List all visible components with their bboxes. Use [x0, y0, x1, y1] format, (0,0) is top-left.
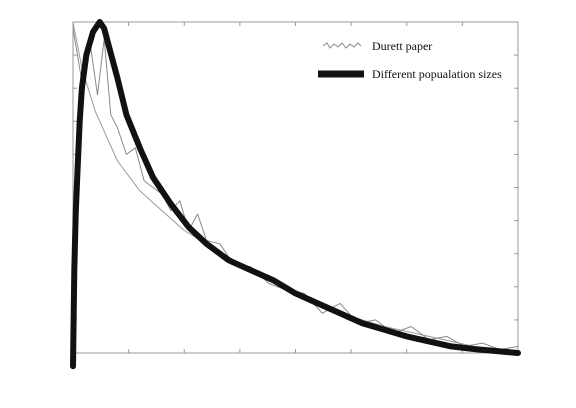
series-layer	[70, 19, 521, 370]
series-line-different-population-sizes	[70, 19, 521, 370]
legend-label-durett-paper: Durett paper	[372, 39, 432, 53]
series-line-durett-paper	[72, 28, 519, 351]
legend: Durett paper Different popualation sizes	[318, 39, 502, 81]
legend-label-different-population-sizes: Different popualation sizes	[372, 67, 502, 81]
legend-swatch-durett-paper	[322, 42, 362, 49]
legend-swatch-bg-0	[322, 41, 362, 49]
